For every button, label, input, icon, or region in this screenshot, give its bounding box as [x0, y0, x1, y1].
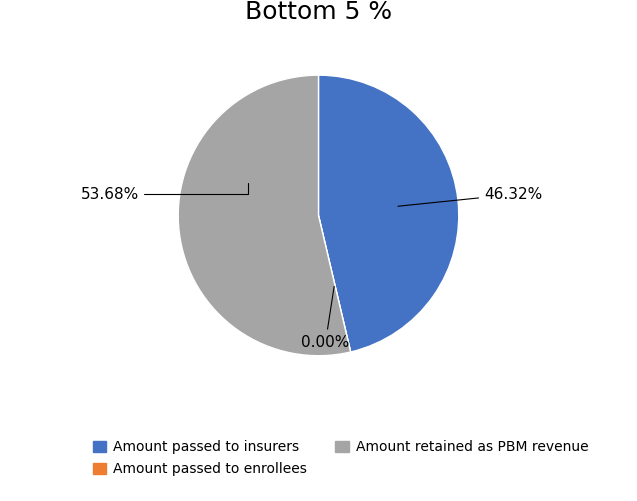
Legend: Amount passed to insurers, Amount passed to enrollees, Amount retained as PBM re: Amount passed to insurers, Amount passed…: [87, 434, 594, 482]
Wedge shape: [178, 75, 350, 356]
Text: 0.00%: 0.00%: [301, 287, 350, 350]
Wedge shape: [318, 75, 459, 352]
Text: 53.68%: 53.68%: [81, 183, 248, 202]
Wedge shape: [318, 215, 350, 352]
Title: Bottom 5 %: Bottom 5 %: [245, 0, 392, 24]
Text: 46.32%: 46.32%: [398, 187, 542, 206]
